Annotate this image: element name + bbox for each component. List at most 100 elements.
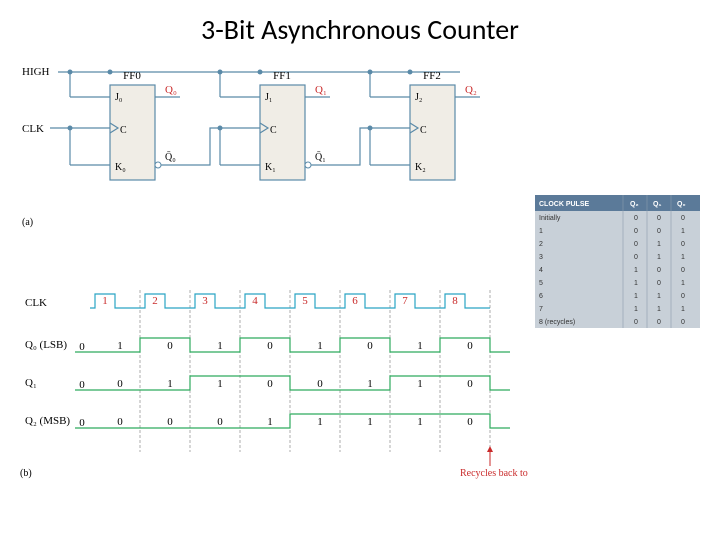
svg-text:1: 1 [681,228,685,235]
svg-text:1: 1 [117,340,123,352]
svg-text:C: C [420,125,427,136]
svg-text:0: 0 [657,267,661,274]
svg-text:1: 1 [657,241,661,248]
svg-text:0: 0 [681,267,685,274]
svg-text:1: 1 [657,306,661,313]
timing-diagram: CLK12345678Q₀ (LSB)010101010Q₁001100110Q… [20,280,530,530]
svg-text:0: 0 [634,241,638,248]
svg-text:Q₂: Q₂ [630,201,639,208]
svg-text:6: 6 [539,293,543,300]
svg-text:0: 0 [467,416,473,428]
svg-text:Q₁: Q₁ [653,201,661,208]
svg-text:K₁: K₁ [265,162,276,173]
svg-text:1: 1 [681,306,685,313]
svg-text:Q₀ (LSB): Q₀ (LSB) [25,339,67,351]
circuit-diagram: HIGH CLK (a) FF0 J₀ C K₀ Q₀ Q̄₀ FF1 J₁ C [20,60,520,240]
svg-text:0: 0 [634,254,638,261]
svg-text:Q̄₁: Q̄₁ [315,151,326,163]
svg-text:0: 0 [217,416,223,428]
svg-text:2: 2 [152,295,158,307]
svg-text:1: 1 [217,378,223,390]
svg-text:1: 1 [267,416,273,428]
svg-text:5: 5 [539,280,543,287]
svg-text:J₁: J₁ [265,92,272,103]
svg-text:1: 1 [367,416,373,428]
svg-text:1: 1 [417,378,423,390]
svg-text:0: 0 [657,280,661,287]
svg-text:1: 1 [634,293,638,300]
svg-text:1: 1 [681,280,685,287]
svg-text:0: 0 [657,228,661,235]
svg-text:Q₀: Q₀ [677,201,686,208]
svg-text:7: 7 [539,306,543,313]
svg-text:1: 1 [681,254,685,261]
svg-text:3: 3 [202,295,208,307]
svg-text:1: 1 [317,340,323,352]
svg-text:CLOCK PULSE: CLOCK PULSE [539,201,590,208]
svg-text:CLK: CLK [25,297,47,309]
svg-text:0: 0 [634,319,638,326]
svg-text:0: 0 [117,416,123,428]
svg-text:3: 3 [539,254,543,261]
svg-text:1: 1 [634,306,638,313]
svg-text:Q₂: Q₂ [465,84,477,96]
clk-label: CLK [22,123,44,135]
svg-text:0: 0 [634,215,638,222]
svg-text:0: 0 [167,340,173,352]
truth-table: CLOCK PULSE Q₂ Q₁ Q₀ Initially 0 0 0 1 0 0 1 2 0 1 0 3 0 1… [535,195,705,340]
svg-text:C: C [120,125,127,136]
high-label: HIGH [22,66,50,78]
svg-text:0: 0 [657,215,661,222]
svg-text:C: C [270,125,277,136]
svg-text:1: 1 [417,340,423,352]
svg-text:FF1: FF1 [273,70,291,82]
svg-text:6: 6 [352,295,358,307]
svg-text:0: 0 [681,319,685,326]
svg-text:0: 0 [267,378,273,390]
svg-text:0: 0 [79,417,85,429]
svg-text:2: 2 [539,241,543,248]
svg-text:1: 1 [657,293,661,300]
svg-text:1: 1 [634,280,638,287]
svg-text:J₂: J₂ [415,92,422,103]
svg-text:0: 0 [117,378,123,390]
flipflop-0: FF0 J₀ C K₀ Q₀ Q̄₀ [70,70,185,180]
svg-text:1: 1 [167,378,173,390]
svg-text:1: 1 [657,254,661,261]
svg-text:1: 1 [539,228,543,235]
svg-text:0: 0 [167,416,173,428]
svg-text:0: 0 [317,378,323,390]
svg-text:0: 0 [79,341,85,353]
svg-text:4: 4 [539,267,543,274]
svg-text:0: 0 [657,319,661,326]
svg-text:0: 0 [467,378,473,390]
flipflop-2: FF2 J₂ C K₂ Q₂ [368,70,481,180]
page-title: 3-Bit Asynchronous Counter [0,0,720,47]
svg-text:0: 0 [367,340,373,352]
svg-text:Q₂ (MSB): Q₂ (MSB) [25,415,70,427]
svg-text:0: 0 [681,215,685,222]
svg-text:0: 0 [634,228,638,235]
svg-text:K₀: K₀ [115,162,126,173]
svg-text:0: 0 [681,293,685,300]
svg-text:Q₁: Q₁ [315,84,327,96]
svg-text:1: 1 [317,416,323,428]
svg-text:(b): (b) [20,468,32,479]
svg-text:1: 1 [417,416,423,428]
svg-text:5: 5 [302,295,308,307]
svg-text:1: 1 [367,378,373,390]
svg-text:0: 0 [79,379,85,391]
svg-text:1: 1 [102,295,108,307]
svg-text:4: 4 [252,295,258,307]
sub-a: (a) [22,217,33,228]
svg-text:1: 1 [217,340,223,352]
svg-text:Q₁: Q₁ [25,377,37,389]
svg-text:Q₀: Q₀ [165,84,177,96]
svg-text:0: 0 [267,340,273,352]
svg-text:Initially: Initially [539,215,561,222]
svg-text:8 (recycles): 8 (recycles) [539,319,575,326]
svg-text:Recycles back to 0: Recycles back to 0 [460,468,530,479]
svg-text:8: 8 [452,295,458,307]
svg-text:0: 0 [467,340,473,352]
svg-text:7: 7 [402,295,408,307]
